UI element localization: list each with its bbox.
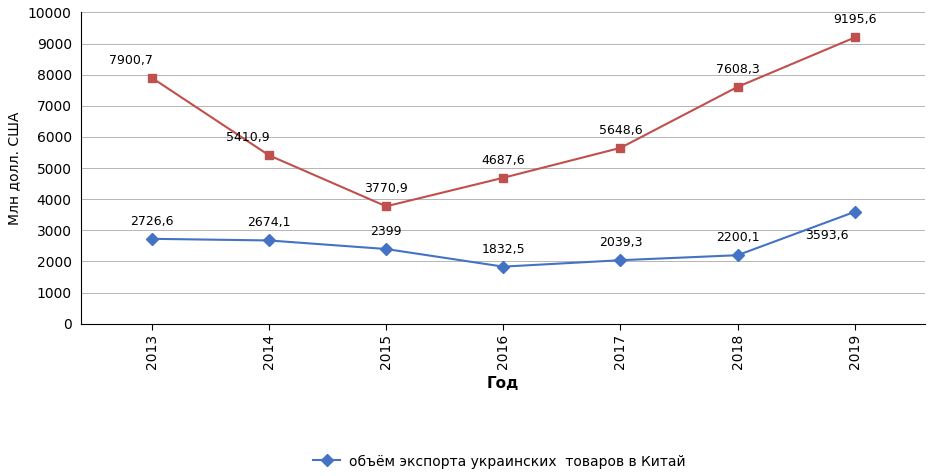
объём импорта китайских товаров на Украину — [498, 175, 509, 180]
объём экспорта украинских  товаров в Китай — [732, 252, 743, 258]
Line: объём экспорта украинских  товаров в Китай: объём экспорта украинских товаров в Кита… — [147, 208, 859, 271]
объём импорта китайских товаров на Украину — [732, 84, 743, 90]
объём импорта китайских товаров на Украину — [146, 75, 158, 80]
Text: 2039,3: 2039,3 — [598, 236, 642, 249]
Text: 7900,7: 7900,7 — [109, 54, 153, 67]
Text: 3770,9: 3770,9 — [364, 182, 408, 195]
X-axis label: Год: Год — [487, 377, 519, 391]
объём экспорта украинских  товаров в Китай — [380, 246, 391, 252]
Text: 3593,6: 3593,6 — [805, 228, 849, 241]
Legend: объём экспорта украинских  товаров в Китай, объём импорта китайских товаров на У: объём экспорта украинских товаров в Кита… — [308, 449, 699, 476]
Text: 2726,6: 2726,6 — [130, 215, 173, 228]
объём импорта китайских товаров на Украину — [380, 203, 391, 209]
объём импорта китайских товаров на Украину — [264, 152, 275, 158]
Text: 1832,5: 1832,5 — [482, 243, 525, 256]
объём экспорта украинских  товаров в Китай — [849, 209, 860, 215]
Text: 2399: 2399 — [370, 225, 402, 238]
Text: 5648,6: 5648,6 — [598, 124, 642, 137]
Text: 7608,3: 7608,3 — [716, 63, 760, 76]
Text: 4687,6: 4687,6 — [482, 154, 525, 167]
объём экспорта украинских  товаров в Китай — [146, 236, 158, 242]
Text: 5410,9: 5410,9 — [226, 131, 270, 144]
объём экспорта украинских  товаров в Китай — [264, 238, 275, 243]
Line: объём импорта китайских товаров на Украину: объём импорта китайских товаров на Украи… — [147, 33, 859, 210]
Y-axis label: Млн долл. США: Млн долл. США — [7, 111, 21, 225]
Text: 2200,1: 2200,1 — [716, 231, 760, 244]
Text: 9195,6: 9195,6 — [833, 13, 876, 26]
Text: 2674,1: 2674,1 — [247, 216, 291, 229]
объём экспорта украинских  товаров в Китай — [615, 258, 626, 263]
объём импорта китайских товаров на Украину — [849, 35, 860, 40]
объём импорта китайских товаров на Украину — [615, 145, 626, 151]
объём экспорта украинских  товаров в Китай — [498, 264, 509, 269]
